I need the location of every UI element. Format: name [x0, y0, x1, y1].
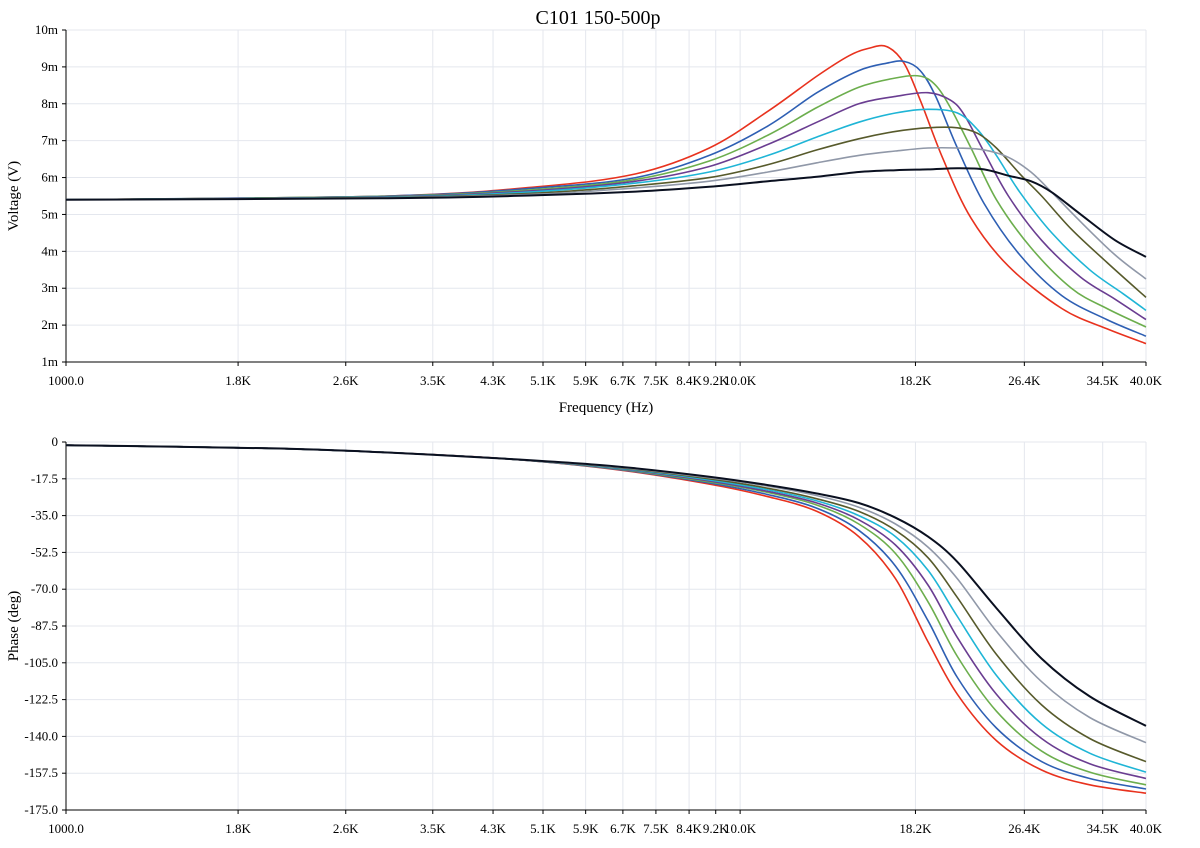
y-axis-label: Voltage (V) — [6, 161, 22, 231]
x-tick-label: 9.2K — [703, 821, 729, 836]
x-tick-label: 3.5K — [420, 821, 446, 836]
x-tick-label: 4.3K — [480, 373, 506, 388]
y-tick-label: 10m — [35, 22, 58, 37]
y-tick-label: -17.5 — [31, 471, 58, 486]
x-tick-label: 1000.0 — [48, 821, 84, 836]
x-tick-label: 40.0K — [1130, 821, 1163, 836]
x-tick-label: 2.6K — [333, 373, 359, 388]
x-tick-label: 34.5K — [1087, 373, 1120, 388]
x-tick-label: 9.2K — [703, 373, 729, 388]
y-tick-label: 4m — [41, 243, 58, 258]
x-tick-label: 5.9K — [573, 821, 599, 836]
y-tick-label: -52.5 — [31, 544, 58, 559]
x-tick-label: 6.7K — [610, 821, 636, 836]
x-tick-label: 8.4K — [676, 373, 702, 388]
y-tick-label: -157.5 — [24, 765, 58, 780]
y-tick-label: -175.0 — [24, 802, 58, 817]
y-tick-label: -140.0 — [24, 728, 58, 743]
x-tick-label: 2.6K — [333, 821, 359, 836]
x-tick-label: 1.8K — [225, 821, 251, 836]
x-tick-label: 10.0K — [724, 373, 757, 388]
x-tick-label: 8.4K — [676, 821, 702, 836]
x-tick-label: 4.3K — [480, 821, 506, 836]
x-tick-label: 34.5K — [1087, 821, 1120, 836]
x-tick-label: 1000.0 — [48, 373, 84, 388]
series-line-5 — [65, 444, 1147, 773]
y-tick-label: -70.0 — [31, 581, 58, 596]
voltage-plot: 1000.0 1.8K 2.6K 3.5K 4.3K 5.1K 5.9K 6.7K 7.5K 8.… — [6, 22, 1163, 416]
series-line-8 — [65, 167, 1147, 258]
series-line-6 — [65, 126, 1147, 298]
y-tick-label: 3m — [41, 280, 58, 295]
x-tick-label: 18.2K — [899, 373, 932, 388]
x-tick-label: 6.7K — [610, 373, 636, 388]
y-tick-label: 0 — [52, 434, 59, 449]
y-axis-label: Phase (deg) — [6, 591, 22, 661]
x-tick-label: 1.8K — [225, 373, 251, 388]
y-tick-label: 8m — [41, 96, 58, 111]
series-line-2 — [65, 444, 1147, 790]
x-tick-label: 7.5K — [643, 373, 669, 388]
chart-title: C101 150-500p — [536, 7, 661, 29]
x-tick-label: 18.2K — [899, 821, 932, 836]
y-tick-label: 9m — [41, 59, 58, 74]
y-tick-label: -105.0 — [24, 655, 58, 670]
series-line-5 — [65, 108, 1147, 312]
y-tick-label: 6m — [41, 170, 58, 185]
x-tick-label: 5.9K — [573, 373, 599, 388]
y-tick-label: 5m — [41, 206, 58, 221]
x-tick-label: 40.0K — [1130, 373, 1163, 388]
x-tick-label: 7.5K — [643, 821, 669, 836]
x-tick-label: 10.0K — [724, 821, 757, 836]
phase-plot: 1000.0 1.8K 2.6K 3.5K 4.3K 5.1K 5.9K 6.7K 7.5K 8.… — [6, 434, 1163, 836]
x-tick-label: 5.1K — [530, 373, 556, 388]
y-tick-label: 1m — [41, 354, 58, 369]
x-axis-label: Frequency (Hz) — [559, 400, 654, 416]
y-tick-label: -122.5 — [24, 692, 58, 707]
series-line-3 — [65, 74, 1147, 328]
x-tick-label: 26.4K — [1008, 373, 1041, 388]
series-line-2 — [65, 60, 1147, 337]
series-line-8 — [65, 444, 1147, 727]
x-tick-label: 26.4K — [1008, 821, 1041, 836]
x-tick-label: 5.1K — [530, 821, 556, 836]
y-tick-label: -87.5 — [31, 618, 58, 633]
series-line-7 — [65, 146, 1147, 280]
series-line-1 — [65, 44, 1147, 345]
y-tick-label: 2m — [41, 317, 58, 332]
series-line-1 — [65, 444, 1147, 794]
y-tick-label: 7m — [41, 133, 58, 148]
series-line-4 — [65, 91, 1147, 321]
y-tick-label: -35.0 — [31, 508, 58, 523]
x-tick-label: 3.5K — [420, 373, 446, 388]
